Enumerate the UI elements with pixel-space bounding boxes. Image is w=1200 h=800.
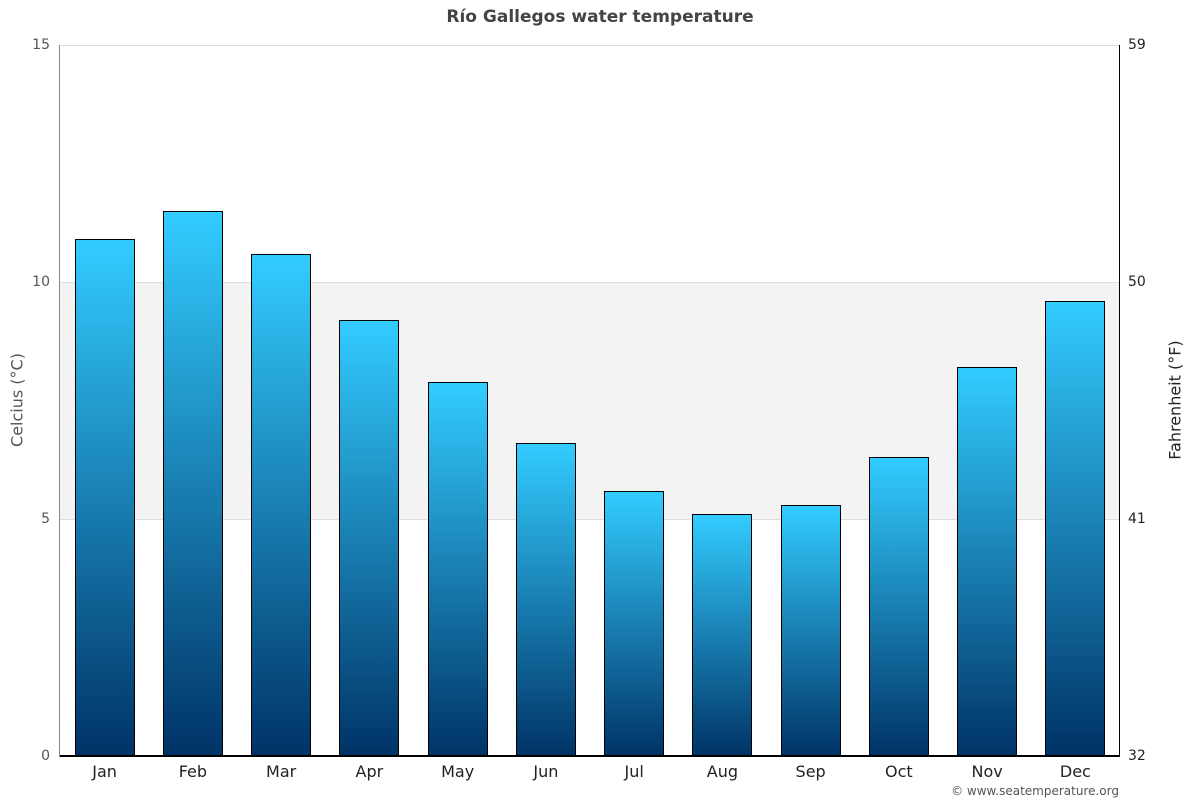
y-tick-label-celsius: 0 (41, 748, 50, 764)
x-tick-label: Feb (178, 762, 208, 781)
gridline (60, 282, 1119, 283)
y-tick-label-fahrenheit: 32 (1128, 748, 1146, 764)
x-tick-label: Dec (1059, 762, 1091, 781)
bar-aug[interactable] (692, 514, 753, 756)
x-tick-label: Oct (885, 762, 913, 781)
x-tick-label: Apr (355, 762, 384, 781)
x-tick-label: Jan (92, 762, 117, 781)
x-tick-label: Sep (795, 762, 826, 781)
bar-apr[interactable] (339, 319, 400, 756)
bar-feb[interactable] (162, 210, 223, 756)
gridline (60, 519, 1119, 520)
y-tick-label-fahrenheit: 50 (1128, 274, 1146, 290)
y-axis-label-fahrenheit: Fahrenheit (°F) (1165, 340, 1185, 460)
x-tick-label: Nov (971, 762, 1003, 781)
bar-dec[interactable] (1045, 300, 1106, 756)
y-axis-right (1119, 45, 1120, 757)
x-tick-label: Aug (706, 762, 738, 781)
y-tick-label-fahrenheit: 59 (1128, 37, 1146, 53)
chart-title: Río Gallegos water temperature (446, 7, 754, 27)
bar-nov[interactable] (957, 367, 1018, 756)
plot-area (60, 45, 1119, 756)
x-axis (60, 755, 1120, 757)
bar-jun[interactable] (515, 443, 576, 756)
bar-may[interactable] (427, 381, 488, 756)
y-tick-label-celsius: 5 (41, 511, 50, 527)
bar-jul[interactable] (604, 490, 665, 756)
bar-sep[interactable] (780, 504, 841, 756)
bar-jan[interactable] (74, 239, 135, 756)
x-tick-label: Mar (266, 762, 297, 781)
highlight-band (60, 282, 1119, 519)
y-tick-label-celsius: 10 (32, 274, 50, 290)
y-axis-left (59, 45, 60, 757)
gridline (60, 45, 1119, 46)
bar-oct[interactable] (868, 457, 929, 756)
bar-mar[interactable] (251, 253, 312, 756)
x-tick-label: May (441, 762, 475, 781)
y-tick-label-fahrenheit: 41 (1128, 511, 1146, 527)
x-tick-label: Jun (533, 762, 559, 781)
credit-link[interactable]: © www.seatemperature.org (951, 784, 1119, 798)
x-tick-label: Jul (624, 762, 644, 781)
y-tick-label-celsius: 15 (32, 37, 50, 53)
y-axis-label-celsius: Celcius (°C) (7, 353, 27, 447)
